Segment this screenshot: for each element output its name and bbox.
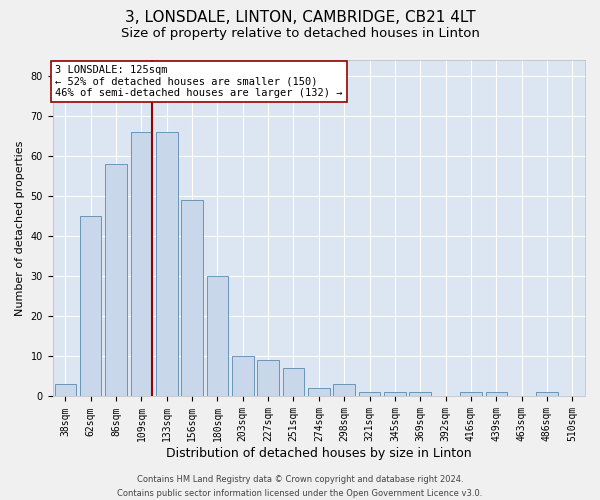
Text: 3 LONSDALE: 125sqm
← 52% of detached houses are smaller (150)
46% of semi-detach: 3 LONSDALE: 125sqm ← 52% of detached hou…: [55, 65, 343, 98]
Bar: [257, 360, 279, 396]
Text: 3, LONSDALE, LINTON, CAMBRIDGE, CB21 4LT: 3, LONSDALE, LINTON, CAMBRIDGE, CB21 4LT: [125, 10, 475, 25]
X-axis label: Distribution of detached houses by size in Linton: Distribution of detached houses by size …: [166, 447, 472, 460]
Bar: [308, 388, 329, 396]
Text: Size of property relative to detached houses in Linton: Size of property relative to detached ho…: [121, 28, 479, 40]
Bar: [460, 392, 482, 396]
Bar: [80, 216, 101, 396]
Bar: [181, 200, 203, 396]
Bar: [334, 384, 355, 396]
Bar: [536, 392, 558, 396]
Bar: [206, 276, 228, 396]
Bar: [105, 164, 127, 396]
Y-axis label: Number of detached properties: Number of detached properties: [15, 140, 25, 316]
Bar: [232, 356, 254, 397]
Bar: [409, 392, 431, 396]
Bar: [384, 392, 406, 396]
Bar: [485, 392, 507, 396]
Bar: [131, 132, 152, 396]
Bar: [55, 384, 76, 396]
Bar: [283, 368, 304, 396]
Bar: [156, 132, 178, 396]
Text: Contains HM Land Registry data © Crown copyright and database right 2024.
Contai: Contains HM Land Registry data © Crown c…: [118, 476, 482, 498]
Bar: [359, 392, 380, 396]
